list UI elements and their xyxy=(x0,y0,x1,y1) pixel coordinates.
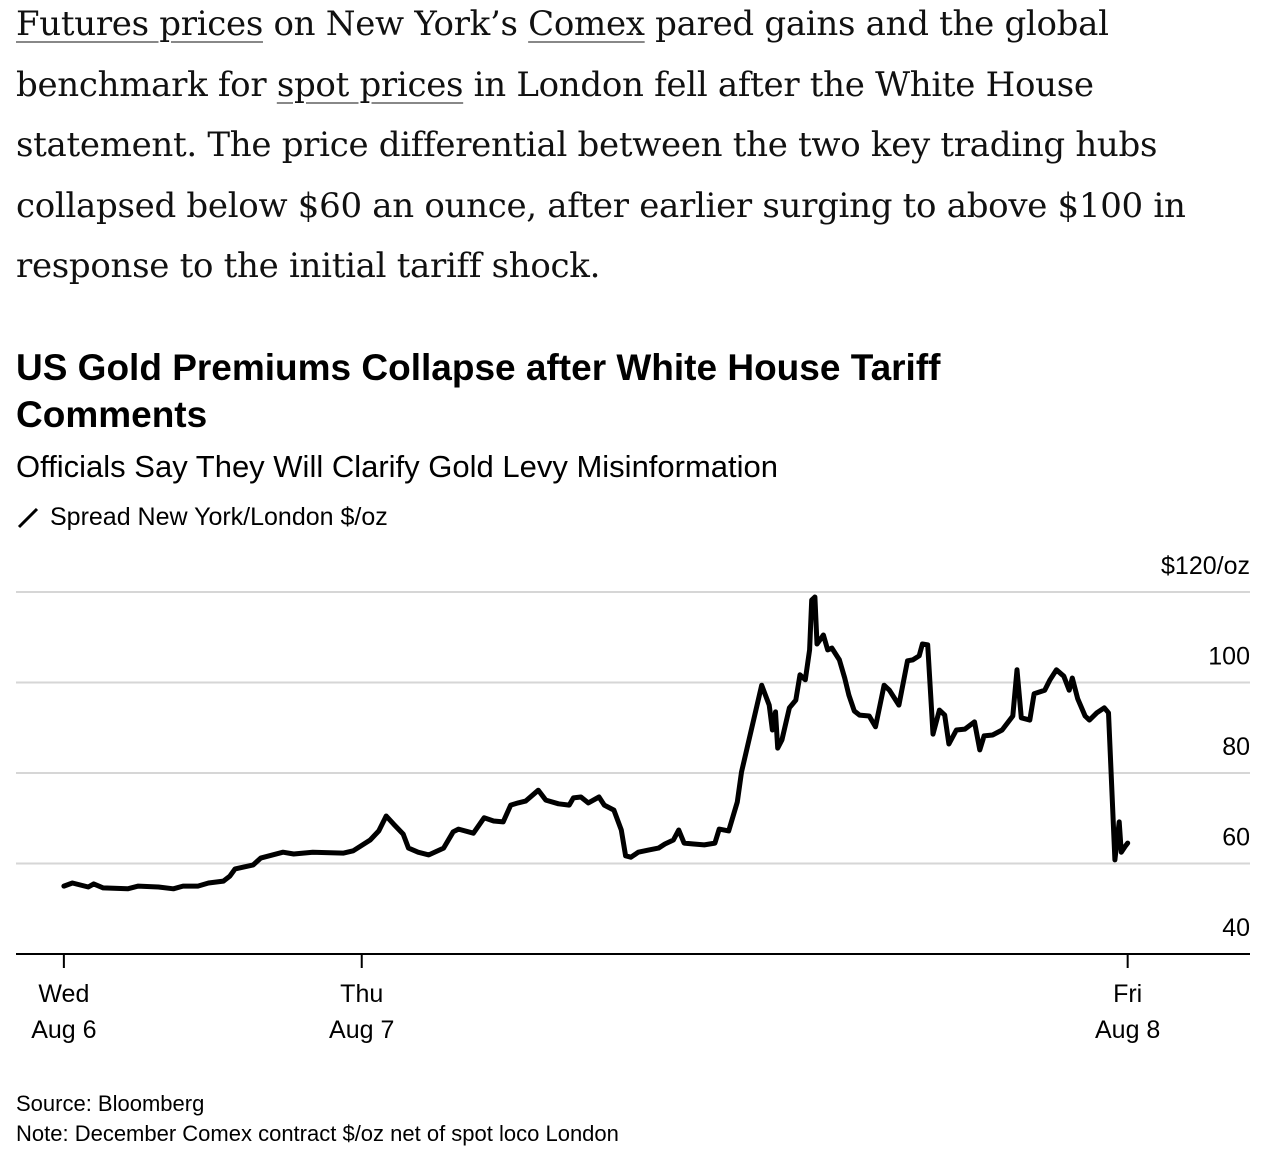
article-paragraph: Futures prices on New York’s Comex pared… xyxy=(16,0,1276,297)
chart-note: Note: December Comex contract $/oz net o… xyxy=(16,1121,619,1146)
y-tick-label: 100 xyxy=(1208,643,1250,671)
chart-footer: Source: Bloomberg Note: December Comex c… xyxy=(16,1089,619,1149)
line-slash-icon xyxy=(17,507,39,528)
x-tick-label: Aug 7 xyxy=(329,1016,394,1044)
article-text: in London fell after the White House sta… xyxy=(16,64,1186,287)
y-tick-label: 40 xyxy=(1222,914,1250,942)
article-link[interactable]: spot prices xyxy=(276,64,464,105)
legend-label: Spread New York/London $/oz xyxy=(50,503,388,531)
chart-legend: Spread New York/London $/oz xyxy=(16,503,388,532)
article-text: on New York’s xyxy=(262,4,529,44)
y-tick-label: 80 xyxy=(1222,733,1250,761)
article-text: pared gains and the global benchmark for xyxy=(16,4,1109,105)
article-link[interactable]: Futures prices xyxy=(16,4,263,44)
y-tick-label: 60 xyxy=(1222,824,1250,852)
chart-title: US Gold Premiums Collapse after White Ho… xyxy=(16,347,941,435)
article-link[interactable]: Comex xyxy=(528,4,645,44)
y-tick-label: $120/oz xyxy=(1161,552,1250,580)
x-tick-label: Thu xyxy=(340,980,383,1008)
x-tick-label: Fri xyxy=(1113,980,1142,1008)
x-tick-label: Aug 6 xyxy=(31,1016,96,1044)
series-line xyxy=(61,594,1131,892)
x-tick-label: Wed xyxy=(38,980,89,1008)
chart-source: Source: Bloomberg xyxy=(16,1091,205,1116)
x-tick-label: Aug 8 xyxy=(1095,1016,1160,1044)
chart-subtitle: Officials Say They Will Clarify Gold Lev… xyxy=(16,449,779,484)
